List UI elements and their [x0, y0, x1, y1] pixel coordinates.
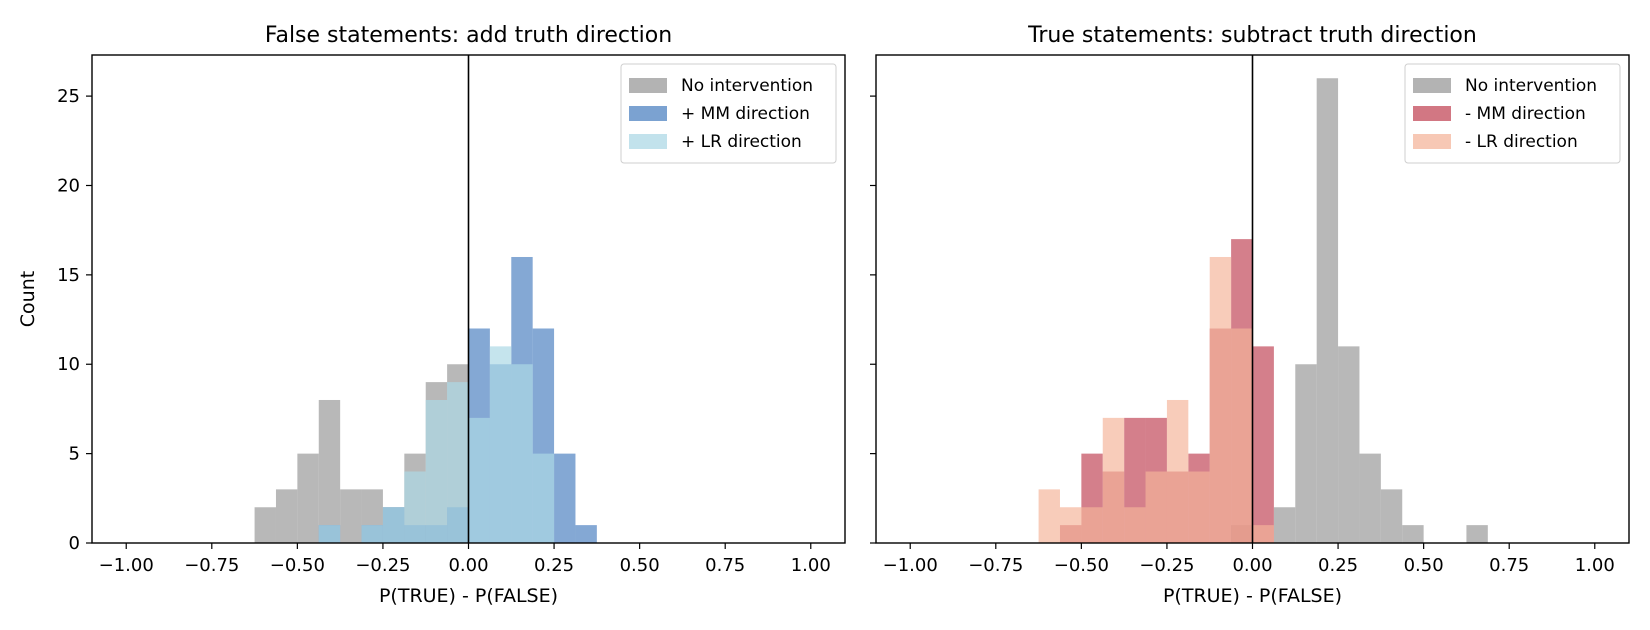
right-histogram-panel: −1.00 −0.75 −0.50 −0.25 0.00 0.25 0.50 0.75 1.00…	[870, 23, 1630, 607]
x-tick-label: 1.00	[1575, 555, 1615, 576]
legend-box	[620, 63, 837, 164]
y-tick-label: 5	[69, 444, 80, 465]
x-tick-label: −0.50	[1054, 555, 1109, 576]
chart-title: True statements: subtract truth directio…	[1027, 23, 1477, 48]
histogram-bar	[361, 525, 383, 543]
legend: No intervention + MM direction + LR direct…	[620, 63, 837, 164]
legend-swatch	[1413, 106, 1451, 121]
x-tick-label: 0.25	[534, 555, 574, 576]
legend-label: - LR direction	[1465, 132, 1578, 152]
x-tick-label: −0.75	[184, 555, 239, 576]
legend: No intervention - MM direction - LR direct…	[1404, 63, 1621, 164]
x-tick-label: 0.00	[1232, 555, 1272, 576]
legend-swatch	[1413, 78, 1451, 93]
histogram-bar	[1231, 328, 1253, 543]
legend-label: No intervention	[1465, 76, 1597, 96]
series-3-bars	[1038, 256, 1274, 543]
y-tick-label: 10	[57, 354, 80, 375]
x-tick-label: 0.75	[705, 555, 745, 576]
y-tick-label: 0	[69, 533, 80, 554]
x-tick-label: 0.25	[1318, 555, 1358, 576]
histogram-bar	[1102, 417, 1125, 543]
histogram-bar	[1081, 507, 1103, 543]
histogram-bar	[1145, 471, 1167, 543]
x-tick-label: 0.00	[448, 555, 488, 576]
histogram-bar	[1124, 507, 1146, 543]
histogram-bar	[404, 471, 426, 543]
histogram-bar	[382, 507, 405, 543]
legend-swatch	[1413, 134, 1451, 149]
y-tick-label: 15	[57, 265, 80, 286]
y-tick-label: 25	[57, 86, 80, 107]
histogram-bar	[1252, 346, 1274, 543]
legend-swatch	[629, 106, 667, 121]
histogram-bar	[1338, 346, 1360, 543]
histogram-bar	[318, 399, 341, 543]
chart-title: False statements: add truth direction	[265, 23, 672, 48]
histogram-bar	[1188, 471, 1210, 543]
x-tick-label: 0.75	[1489, 555, 1529, 576]
histogram-bar	[447, 382, 469, 543]
histogram-bar	[1466, 525, 1488, 543]
histogram-bar	[1038, 489, 1060, 543]
histogram-bar	[1380, 489, 1403, 543]
left-histogram-panel: −1.00 −0.75 −0.50 −0.25 0.00 0.25 0.50 0.75 1.00…	[17, 23, 846, 607]
histogram-bar	[1402, 525, 1424, 543]
histogram-bar	[1166, 399, 1189, 543]
y-axis-label: Count	[17, 271, 39, 327]
legend-label: + MM direction	[681, 104, 810, 124]
legend-swatch	[629, 78, 667, 93]
histogram-bar	[1316, 78, 1339, 543]
histogram-bar	[340, 489, 362, 543]
histogram-bar	[254, 507, 276, 543]
x-tick-label: −0.25	[1139, 555, 1194, 576]
y-tick-label: 20	[57, 175, 80, 196]
histogram-bar	[489, 346, 512, 543]
x-tick-label: 1.00	[791, 555, 831, 576]
histogram-bar	[1252, 525, 1274, 543]
legend-box	[1404, 63, 1621, 164]
histogram-bar	[1273, 507, 1296, 543]
histogram-bar	[1209, 256, 1232, 543]
histogram-bar	[318, 525, 341, 543]
x-axis-label: P(TRUE) - P(FALSE)	[379, 585, 558, 607]
legend-swatch	[629, 134, 667, 149]
histogram-bar	[575, 525, 597, 543]
histogram-bar	[1359, 453, 1381, 543]
legend-label: - MM direction	[1465, 104, 1586, 124]
x-tick-label: −1.00	[99, 555, 154, 576]
histogram-bar	[297, 453, 319, 543]
histogram-bar	[425, 399, 448, 543]
x-tick-label: −0.25	[355, 555, 410, 576]
x-tick-label: −0.50	[270, 555, 325, 576]
x-tick-label: 0.50	[620, 555, 660, 576]
histogram-bar	[554, 453, 576, 543]
series-3-bars	[318, 346, 555, 543]
legend-label: No intervention	[681, 76, 813, 96]
histogram-bar	[532, 453, 555, 543]
histogram-bar	[1295, 364, 1317, 543]
x-axis-label: P(TRUE) - P(FALSE)	[1163, 585, 1342, 607]
x-tick-label: −0.75	[968, 555, 1023, 576]
histogram-bar	[468, 417, 490, 543]
x-tick-label: 0.50	[1404, 555, 1444, 576]
histogram-bar	[1059, 507, 1082, 543]
histogram-bar	[275, 489, 298, 543]
legend-label: + LR direction	[681, 132, 802, 152]
histogram-bar	[511, 364, 533, 543]
x-tick-label: −1.00	[883, 555, 938, 576]
